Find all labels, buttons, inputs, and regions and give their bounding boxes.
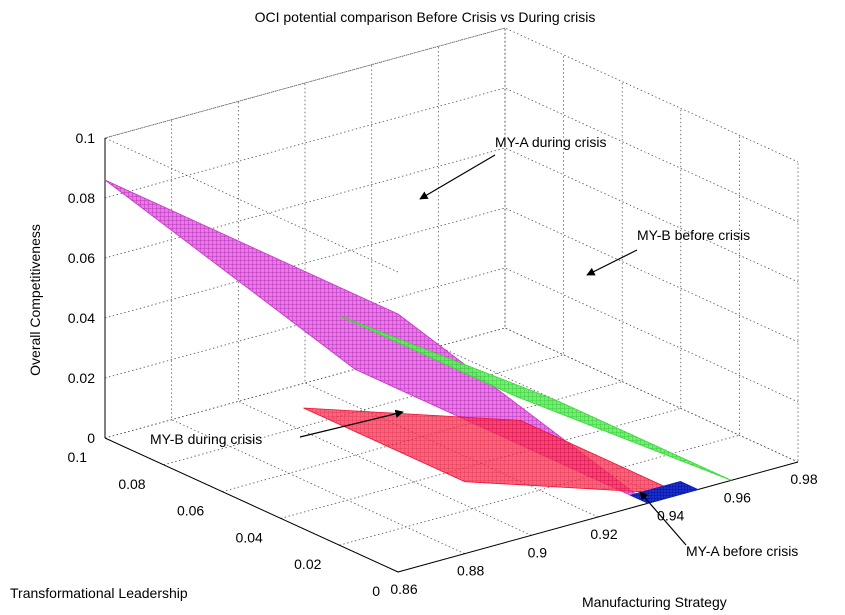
annotations: MY-A during crisis MY-B before crisis MY-B… xyxy=(150,134,798,559)
z-tick-label: 0.02 xyxy=(68,370,95,386)
annotation-label: MY-B during crisis xyxy=(150,431,262,447)
annotation-label: MY-B before crisis xyxy=(637,227,750,243)
y-tick-label: 0.06 xyxy=(177,503,204,519)
y-axis-line xyxy=(104,437,399,573)
grid-line xyxy=(103,27,506,273)
y-tick-label: 0.02 xyxy=(294,556,321,572)
y-axis-label: Transformational Leadership xyxy=(10,585,188,601)
y-tick-label: 0.1 xyxy=(68,449,88,465)
chart-title: OCI potential comparison Before Crisis v… xyxy=(255,9,596,25)
annotation-arrow xyxy=(586,249,638,276)
y-tick-label: 0.04 xyxy=(236,529,263,545)
x-tick-label: 0.9 xyxy=(528,544,548,560)
x-tick-label: 0.96 xyxy=(724,489,751,505)
x-tick-label: 0.86 xyxy=(390,581,417,597)
surface-my-b-during-crisis xyxy=(303,407,682,495)
annotation-label: MY-A before crisis xyxy=(686,543,798,559)
tick-labels: 0.860.880.90.920.940.960.9800.020.040.06… xyxy=(68,130,818,599)
surfaces xyxy=(104,179,732,504)
x-tick-label: 0.92 xyxy=(590,526,617,542)
annotation-label: MY-A during crisis xyxy=(495,134,607,150)
x-axis-label: Manufacturing Strategy xyxy=(582,594,727,610)
y-tick-label: 0.08 xyxy=(118,476,145,492)
grid-line xyxy=(104,147,799,283)
grid-line xyxy=(104,27,799,163)
z-tick-label: 0.04 xyxy=(68,310,95,326)
z-tick-label: 0 xyxy=(87,430,95,446)
annotation-arrow xyxy=(639,491,687,546)
annotation-arrow xyxy=(299,409,404,438)
x-tick-label: 0.88 xyxy=(457,563,484,579)
z-tick-label: 0.06 xyxy=(68,250,95,266)
grid-line xyxy=(104,87,799,223)
y-tick-label: 0 xyxy=(372,583,380,599)
x-tick-label: 0.98 xyxy=(790,471,817,487)
surface-my-b-before-crisis xyxy=(338,315,732,481)
z-tick-label: 0.08 xyxy=(68,190,95,206)
z-axis-label: Overall Competitiveness xyxy=(27,224,43,376)
annotation-arrow xyxy=(419,154,496,200)
z-tick-label: 0.1 xyxy=(76,130,96,146)
